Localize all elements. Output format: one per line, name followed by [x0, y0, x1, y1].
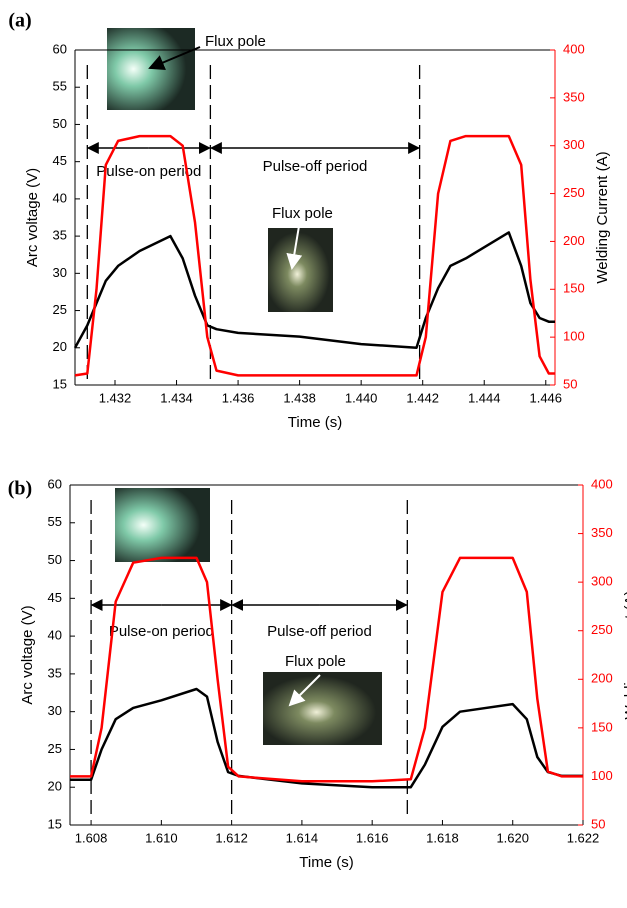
y2-tick-label: 250 [563, 185, 585, 200]
x-tick-label: 1.436 [222, 390, 255, 405]
y2-tick-label: 350 [591, 525, 613, 540]
y2-tick-label: 300 [563, 137, 585, 152]
y-tick-label: 30 [53, 265, 67, 280]
x-tick-label: 1.434 [160, 390, 193, 405]
y-tick-label: 30 [48, 703, 62, 718]
x-axis-title: Time (s) [299, 854, 353, 871]
photo [268, 228, 333, 312]
photo [107, 28, 195, 110]
y-tick-label: 45 [48, 590, 62, 605]
y-tick-label: 55 [48, 514, 62, 529]
y2-axis-title: Welding current (A) [622, 591, 627, 720]
y-tick-label: 60 [48, 476, 62, 491]
pulse-off-label: Pulse-off period [263, 158, 368, 175]
y2-tick-label: 100 [591, 768, 613, 783]
flux-pole-arrow [286, 219, 303, 270]
current-line [70, 556, 583, 783]
y-tick-label: 50 [48, 552, 62, 567]
y-axis-title: Arc voltage (V) [24, 168, 41, 267]
y2-tick-label: 100 [563, 329, 585, 344]
pulse-on-label: Pulse-on period [96, 163, 201, 180]
y2-tick-label: 350 [563, 89, 585, 104]
x-tick-label: 1.614 [286, 830, 319, 845]
y2-axis-title: Welding Current (A) [594, 151, 611, 283]
y2-tick-label: 50 [591, 816, 605, 831]
voltage-line [73, 231, 555, 350]
pulse-on-label: Pulse-on period [109, 623, 214, 640]
x-tick-label: 1.622 [567, 830, 600, 845]
x-tick-label: 1.438 [283, 390, 316, 405]
current-line [74, 134, 555, 377]
y-axis-title: Arc voltage (V) [19, 605, 36, 704]
y2-tick-label: 150 [563, 281, 585, 296]
panel-label: (b) [8, 478, 32, 500]
y-tick-label: 40 [53, 190, 67, 205]
y-tick-label: 45 [53, 153, 67, 168]
x-tick-label: 1.616 [356, 830, 389, 845]
x-tick-label: 1.442 [406, 390, 439, 405]
y-tick-label: 20 [53, 339, 67, 354]
x-tick-label: 1.440 [345, 390, 378, 405]
y2-tick-label: 50 [563, 376, 577, 391]
pulse-off-label: Pulse-off period [267, 623, 372, 640]
x-tick-label: 1.608 [75, 830, 108, 845]
x-tick-label: 1.620 [496, 830, 529, 845]
y2-tick-label: 200 [591, 671, 613, 686]
y-tick-label: 15 [53, 376, 67, 391]
y-tick-label: 35 [53, 228, 67, 243]
flux-pole-label: Flux pole [205, 33, 266, 50]
y-tick-label: 20 [48, 779, 62, 794]
y2-tick-label: 400 [591, 476, 613, 491]
photo [115, 488, 210, 562]
y-tick-label: 60 [53, 41, 67, 56]
photo [263, 672, 382, 745]
panel-label: (a) [8, 10, 31, 32]
voltage-line [70, 687, 583, 789]
x-tick-label: 1.612 [215, 830, 248, 845]
x-tick-label: 1.444 [468, 390, 501, 405]
flux-pole-arrow [288, 674, 321, 707]
flux-pole-label: Flux pole [272, 205, 333, 222]
y-tick-label: 15 [48, 816, 62, 831]
x-axis-title: Time (s) [288, 414, 342, 431]
y2-tick-label: 400 [563, 41, 585, 56]
y2-tick-label: 250 [591, 622, 613, 637]
y2-tick-label: 150 [591, 719, 613, 734]
y-tick-label: 50 [53, 116, 67, 131]
y-tick-label: 25 [53, 302, 67, 317]
x-tick-label: 1.618 [426, 830, 459, 845]
y-tick-label: 35 [48, 665, 62, 680]
y-tick-label: 40 [48, 628, 62, 643]
y-tick-label: 55 [53, 79, 67, 94]
flux-pole-label: Flux pole [285, 653, 346, 670]
y-tick-label: 25 [48, 741, 62, 756]
x-tick-label: 1.610 [145, 830, 178, 845]
y2-tick-label: 300 [591, 574, 613, 589]
x-tick-label: 1.446 [529, 390, 562, 405]
flux-pole-arrow [148, 46, 201, 70]
x-tick-label: 1.432 [99, 390, 132, 405]
y2-tick-label: 200 [563, 233, 585, 248]
